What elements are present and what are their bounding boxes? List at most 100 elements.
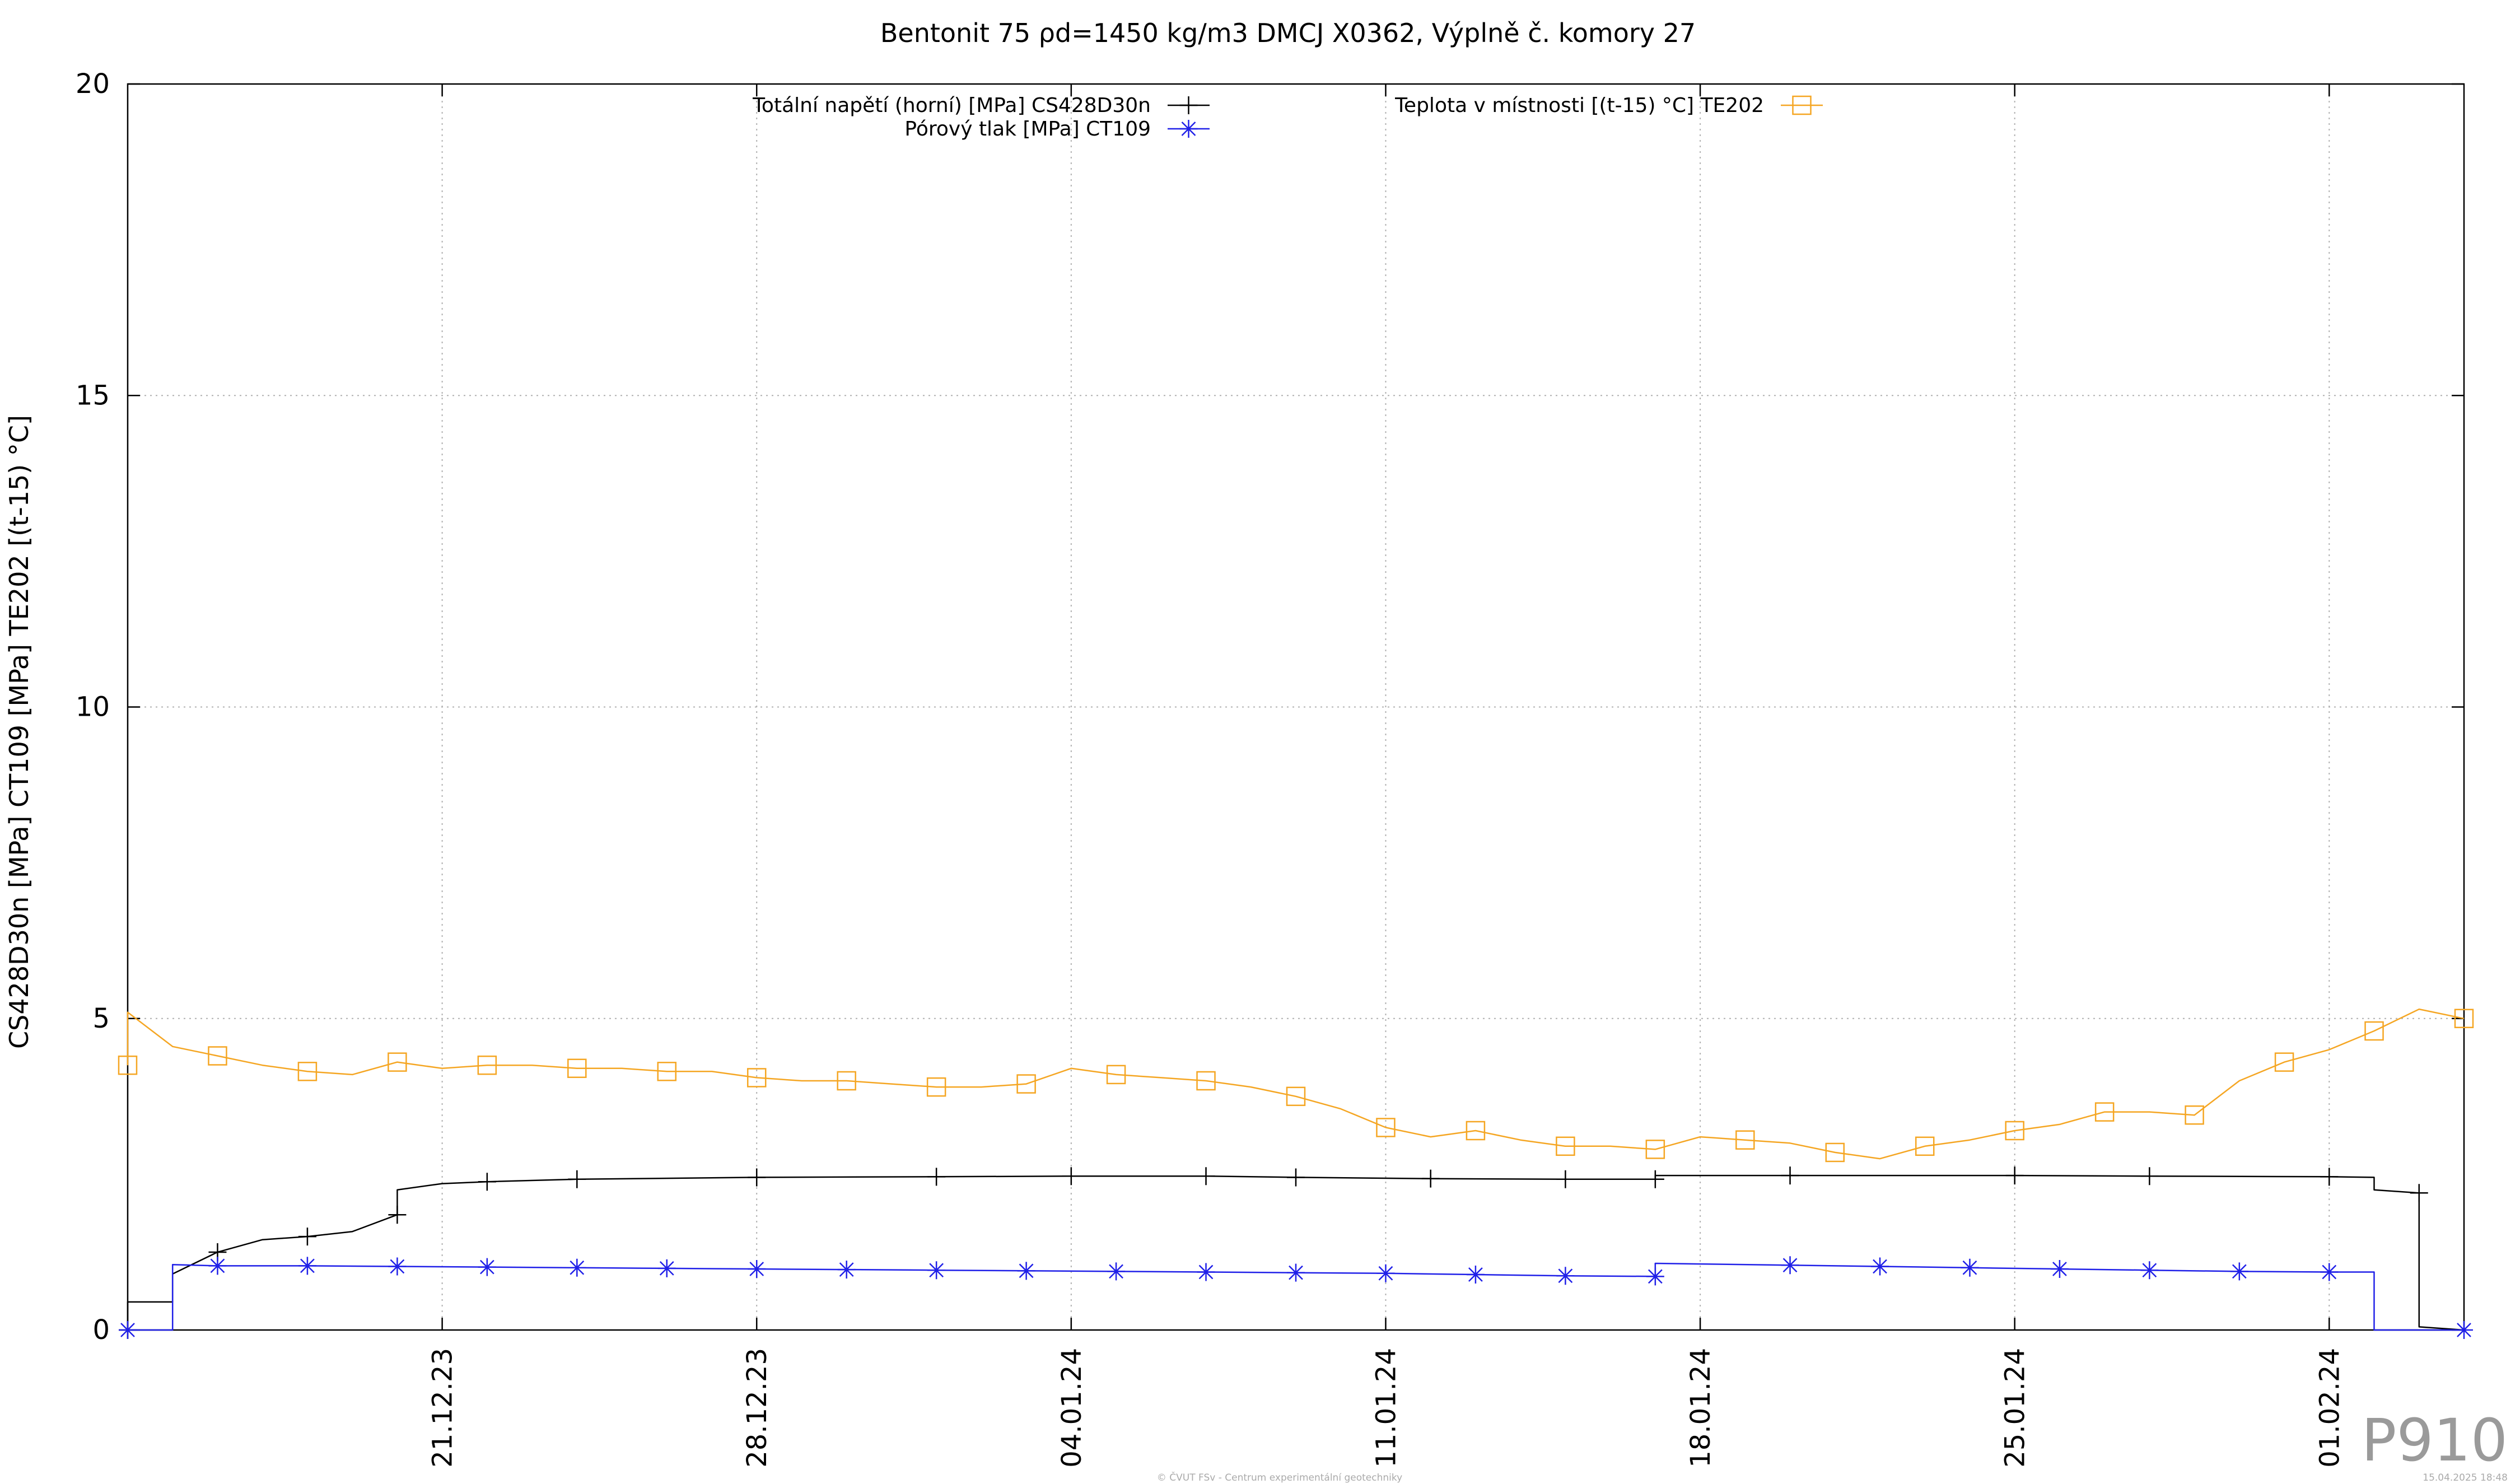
data-point bbox=[1196, 1071, 1216, 1091]
data-point bbox=[2410, 1184, 2428, 1202]
data-point bbox=[2274, 1052, 2294, 1072]
data-point bbox=[298, 1228, 316, 1246]
data-point bbox=[208, 1257, 227, 1275]
y-tick-label: 20 bbox=[76, 68, 110, 100]
series-line bbox=[127, 1008, 2465, 1160]
legend-entry: Totální napětí (horní) [MPa] CS428D30n bbox=[752, 94, 1210, 117]
data-point bbox=[2320, 1263, 2339, 1281]
data-point bbox=[2094, 1102, 2115, 1122]
data-point bbox=[1781, 1256, 1799, 1275]
y-tick-label: 0 bbox=[92, 1314, 110, 1346]
data-point bbox=[388, 1206, 407, 1224]
data-point bbox=[118, 1055, 138, 1075]
chart-title: Bentonit 75 ρd=1450 kg/m3 DMCJ X0362, Vý… bbox=[880, 18, 1696, 48]
data-point bbox=[2140, 1167, 2159, 1186]
data-point bbox=[1646, 1170, 1664, 1188]
legend-entry: Teplota v místnosti [(t-15) °C] TE202 bbox=[1394, 94, 1823, 117]
y-axis-label: CS428D30n [MPa] CT109 [MPa] TE202 [(t-15… bbox=[4, 415, 34, 1049]
data-point bbox=[1915, 1136, 1935, 1156]
data-point bbox=[388, 1257, 407, 1276]
data-point bbox=[2005, 1166, 2024, 1185]
data-point bbox=[927, 1261, 946, 1280]
x-tick-label: 01.02.24 bbox=[2314, 1348, 2345, 1468]
data-point bbox=[1556, 1170, 1575, 1188]
x-tick-label: 21.12.23 bbox=[427, 1348, 459, 1468]
data-point bbox=[657, 1062, 677, 1081]
data-point bbox=[1556, 1267, 1575, 1285]
data-point bbox=[1781, 1166, 1799, 1185]
data-point bbox=[1735, 1130, 1755, 1150]
series-2 bbox=[118, 1008, 2474, 1163]
data-point bbox=[1016, 1074, 1036, 1094]
legend-label: Pórový tlak [MPa] CT109 bbox=[904, 118, 1151, 141]
data-point bbox=[1286, 1086, 1306, 1107]
data-point bbox=[1106, 1065, 1126, 1085]
data-point bbox=[2005, 1121, 2024, 1141]
data-point bbox=[1287, 1168, 1305, 1187]
data-point bbox=[568, 1258, 586, 1277]
data-point bbox=[388, 1052, 407, 1072]
data-point bbox=[1017, 1262, 1035, 1280]
x-tick-label: 11.01.24 bbox=[1370, 1348, 1402, 1468]
data-point bbox=[208, 1046, 227, 1066]
series-line bbox=[128, 1262, 2464, 1331]
data-point bbox=[2185, 1105, 2204, 1125]
data-point bbox=[657, 1259, 676, 1277]
legend-label: Totální napětí (horní) [MPa] CS428D30n bbox=[752, 94, 1151, 117]
legend: Totální napětí (horní) [MPa] CS428D30nPó… bbox=[752, 94, 1823, 141]
legend-entry: Pórový tlak [MPa] CT109 bbox=[904, 118, 1210, 141]
legend-sample-marker bbox=[1792, 95, 1812, 115]
data-point bbox=[297, 1062, 318, 1081]
data-point bbox=[1197, 1263, 1215, 1281]
legend-label: Teplota v místnosti [(t-15) °C] TE202 bbox=[1394, 94, 1764, 117]
data-point bbox=[837, 1071, 856, 1091]
data-point bbox=[927, 1168, 946, 1186]
grid bbox=[128, 84, 2464, 1330]
data-point bbox=[1466, 1265, 1485, 1284]
data-point bbox=[568, 1170, 586, 1188]
data-point bbox=[2140, 1261, 2159, 1280]
axes: 0 5 10 15 20 21.12.23 28.12.23 04.01.24 11.01.24… bbox=[76, 68, 2464, 1468]
data-point bbox=[746, 1068, 767, 1088]
y-tick-label: 10 bbox=[76, 692, 110, 723]
data-point bbox=[1197, 1167, 1215, 1186]
data-point bbox=[478, 1258, 496, 1276]
data-point bbox=[1421, 1169, 1440, 1188]
y-tick-label: 15 bbox=[76, 380, 110, 411]
data-point bbox=[837, 1261, 856, 1279]
series-layer bbox=[118, 1008, 2474, 1339]
x-tick-label: 28.12.23 bbox=[741, 1348, 773, 1468]
data-point bbox=[2364, 1021, 2384, 1041]
data-point bbox=[298, 1257, 316, 1275]
data-point bbox=[1107, 1262, 1126, 1281]
timestamp-footer: 15.04.2025 18:48 bbox=[2423, 1472, 2508, 1483]
series-0 bbox=[119, 1166, 2465, 1339]
data-point bbox=[2455, 1321, 2473, 1339]
copyright-footer: © ČVUT FSv - Centrum experimentální geot… bbox=[1157, 1471, 1402, 1483]
data-point bbox=[1825, 1142, 1845, 1163]
data-point bbox=[119, 1321, 137, 1339]
data-point bbox=[477, 1055, 497, 1075]
data-point bbox=[748, 1168, 766, 1187]
data-point bbox=[1466, 1121, 1486, 1141]
data-point bbox=[1961, 1258, 1979, 1277]
x-tick-label: 04.01.24 bbox=[1056, 1348, 1088, 1468]
data-point bbox=[1871, 1257, 1889, 1276]
data-point bbox=[478, 1173, 496, 1191]
legend-sample-marker bbox=[1179, 120, 1198, 138]
data-point bbox=[1287, 1263, 1305, 1282]
data-point bbox=[1645, 1140, 1665, 1159]
data-point bbox=[2454, 1009, 2474, 1028]
x-tick-label: 25.01.24 bbox=[2000, 1348, 2031, 1468]
data-point bbox=[926, 1077, 946, 1097]
data-point bbox=[1556, 1136, 1575, 1156]
y-tick-label: 5 bbox=[92, 1003, 110, 1034]
data-point bbox=[1062, 1167, 1080, 1186]
data-point bbox=[2320, 1168, 2339, 1186]
data-point bbox=[748, 1259, 766, 1278]
data-point bbox=[1376, 1264, 1395, 1282]
x-tick-label: 18.01.24 bbox=[1685, 1348, 1716, 1468]
data-point bbox=[2230, 1262, 2248, 1281]
